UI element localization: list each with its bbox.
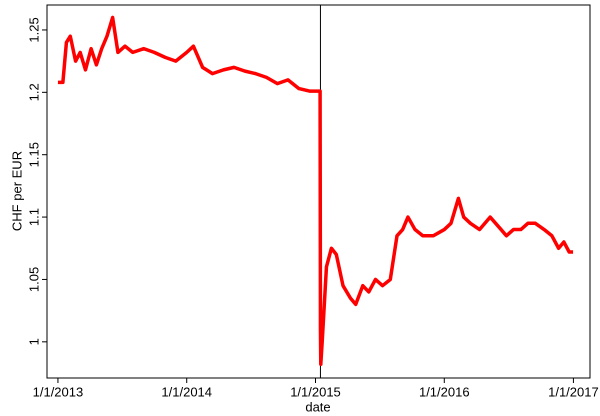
data-line [57,15,574,367]
x-tick-label: 1/1/2015 [290,384,341,399]
y-tick-label: 1.25 [26,17,41,42]
y-tick-label: 1.15 [26,142,41,167]
y-axis-title: CHF per EUR [9,151,24,231]
x-tick-label: 1/1/2017 [548,384,599,399]
x-tick-label: 1/1/2016 [419,384,470,399]
y-tick-label: 1.05 [26,267,41,292]
y-tick-label: 1.2 [26,83,41,101]
y-tick-label: 1.1 [26,208,41,226]
x-tick-label: 1/1/2013 [33,384,84,399]
x-axis-title: date [305,399,330,414]
x-tick-label: 1/1/2014 [161,384,212,399]
y-tick-label: 1 [26,338,41,345]
